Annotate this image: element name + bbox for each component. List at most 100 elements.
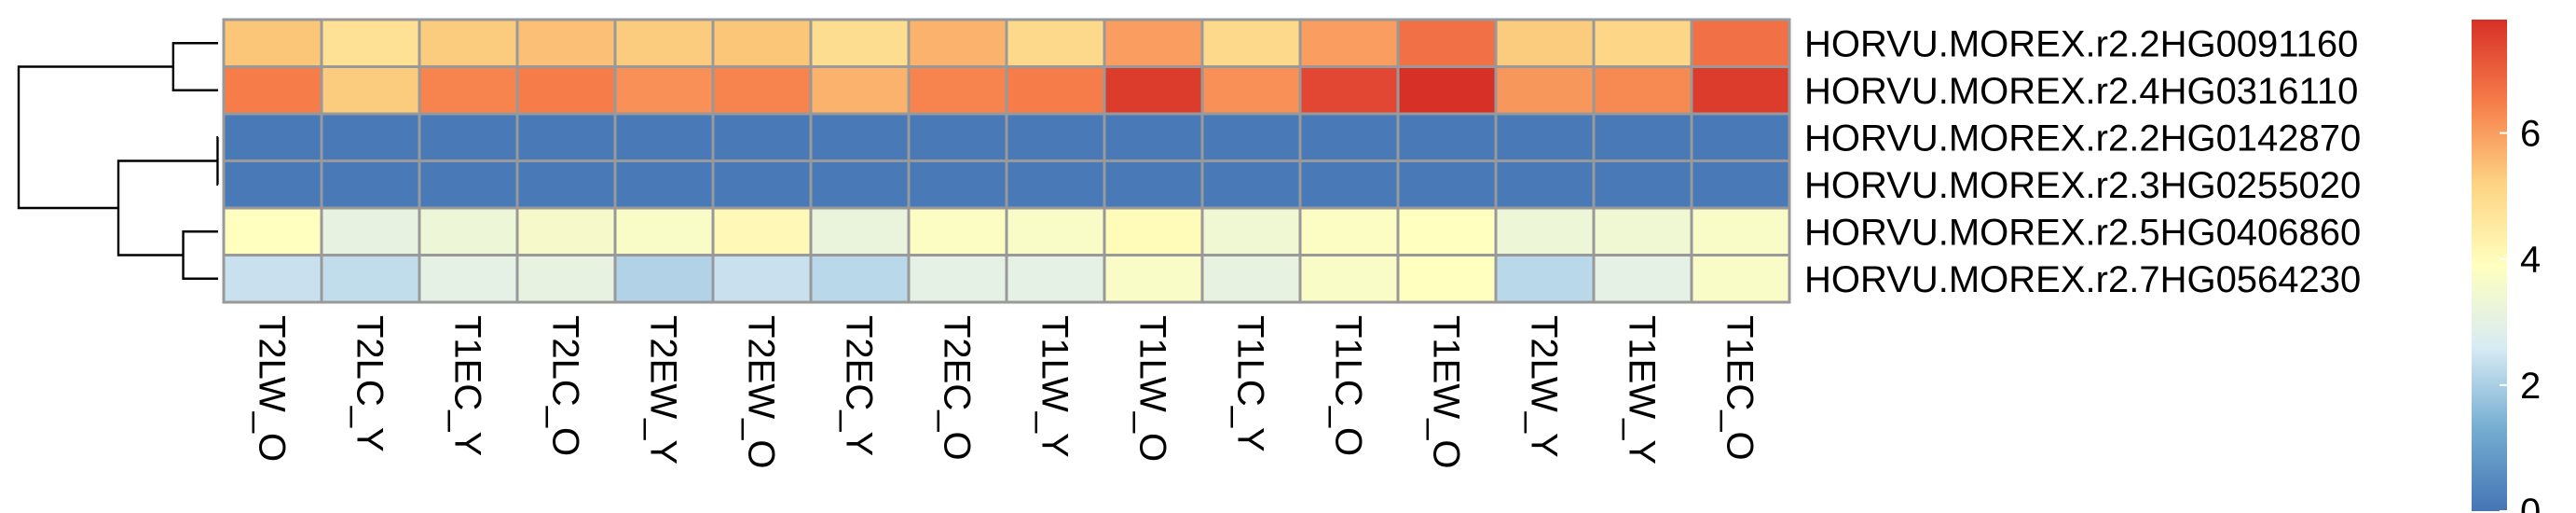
legend-tick-label: 4 xyxy=(2520,240,2541,281)
heatmap-cell xyxy=(1298,159,1400,210)
heatmap-cell xyxy=(222,18,323,68)
heatmap-cell xyxy=(809,206,911,256)
heatmap-cell xyxy=(711,112,813,162)
heatmap-cell xyxy=(711,65,813,116)
heatmap-cell xyxy=(1690,159,1791,210)
heatmap-cell xyxy=(515,206,617,256)
column-label: T2EW_Y xyxy=(643,315,684,464)
heatmap-cells xyxy=(222,18,1791,304)
heatmap-cell xyxy=(1298,254,1400,304)
heatmap-cell xyxy=(515,18,617,68)
dendrogram-branch xyxy=(171,42,218,91)
heatmap-cell xyxy=(1690,206,1791,256)
heatmap-cell xyxy=(711,206,813,256)
heatmap-cell xyxy=(1298,112,1400,162)
heatmap-cell xyxy=(1592,254,1693,304)
heatmap-cell xyxy=(1690,254,1791,304)
heatmap-cell xyxy=(1103,206,1204,256)
heatmap-cell xyxy=(515,112,617,162)
heatmap-cell xyxy=(1103,18,1204,68)
heatmap-cell xyxy=(613,206,715,256)
row-dendrogram xyxy=(17,42,219,280)
dendrogram-branch xyxy=(216,136,219,186)
heatmap-cell xyxy=(809,18,911,68)
heatmap-cell xyxy=(1396,254,1498,304)
heatmap-cell xyxy=(418,112,519,162)
legend-tick-label: 2 xyxy=(2520,366,2541,407)
column-label: T2LW_O xyxy=(252,315,293,462)
row-label: HORVU.MOREX.r2.4HG0316110 xyxy=(1804,71,2358,112)
heatmap-cell xyxy=(1592,112,1693,162)
heatmap-cell xyxy=(613,65,715,116)
heatmap-cell xyxy=(1592,206,1693,256)
heatmap-cell xyxy=(1103,112,1204,162)
legend-tick-label: 6 xyxy=(2520,114,2541,155)
heatmap-cell xyxy=(320,159,421,210)
heatmap-cell xyxy=(1396,206,1498,256)
heatmap-cell xyxy=(907,159,1008,210)
heatmap-cell xyxy=(320,18,421,68)
heatmap-cell xyxy=(418,18,519,68)
heatmap-cell xyxy=(418,159,519,210)
column-label: T2LW_Y xyxy=(1524,315,1565,458)
heatmap-cell xyxy=(1103,254,1204,304)
heatmap-cell xyxy=(320,112,421,162)
heatmap-cell xyxy=(1005,206,1106,256)
heatmap-cell xyxy=(1396,112,1498,162)
heatmap-cell xyxy=(515,159,617,210)
heatmap-cell xyxy=(711,18,813,68)
column-label: T1EW_O xyxy=(1426,315,1467,468)
heatmap-cell xyxy=(1005,65,1106,116)
column-label: T1EC_O xyxy=(1720,315,1761,461)
heatmap-cell xyxy=(1005,18,1106,68)
heatmap-cell xyxy=(613,159,715,210)
heatmap-cell xyxy=(1103,159,1204,210)
legend-tick-label: 0 xyxy=(2520,492,2541,513)
heatmap-cell xyxy=(1396,18,1498,68)
heatmap-cell xyxy=(515,254,617,304)
heatmap-cell xyxy=(907,254,1008,304)
heatmap-cell xyxy=(1494,159,1596,210)
heatmap-cell xyxy=(1494,65,1596,116)
heatmap-cell xyxy=(222,159,323,210)
column-label: T1EC_Y xyxy=(447,315,488,456)
row-labels: HORVU.MOREX.r2.2HG0091160 HORVU.MOREX.r2.… xyxy=(1804,23,2361,300)
heatmap-cell xyxy=(613,112,715,162)
heatmap-cell xyxy=(418,65,519,116)
dendrogram-branch xyxy=(182,230,218,280)
heatmap-cell xyxy=(1592,65,1693,116)
heatmap-cell xyxy=(1494,206,1596,256)
row-label: HORVU.MOREX.r2.5HG0406860 xyxy=(1804,212,2361,253)
column-label: T1LC_Y xyxy=(1230,315,1271,452)
heatmap-cell xyxy=(1005,254,1106,304)
heatmap-cell xyxy=(1592,159,1693,210)
heatmap-cell xyxy=(809,112,911,162)
heatmap-cell xyxy=(1494,254,1596,304)
heatmap-cell xyxy=(1690,112,1791,162)
row-label: HORVU.MOREX.r2.7HG0564230 xyxy=(1804,259,2361,300)
heatmap-cell xyxy=(1396,159,1498,210)
heatmap-cell xyxy=(418,206,519,256)
column-label: T2EC_O xyxy=(937,315,978,461)
column-label: T1LW_Y xyxy=(1035,315,1076,458)
heatmap-cell xyxy=(1200,206,1302,256)
heatmap-cell xyxy=(515,65,617,116)
heatmap-cell xyxy=(1200,18,1302,68)
heatmap-cell xyxy=(907,65,1008,116)
heatmap-cell xyxy=(222,254,323,304)
heatmap-cell xyxy=(711,159,813,210)
heatmap-cell xyxy=(222,65,323,116)
column-label: T1LC_O xyxy=(1328,315,1369,456)
dendrogram-branch xyxy=(17,65,173,210)
heatmap-cell xyxy=(418,254,519,304)
heatmap-cell xyxy=(1005,112,1106,162)
heatmap-cell xyxy=(1690,18,1791,68)
heatmap-cell xyxy=(907,112,1008,162)
heatmap-cell xyxy=(1690,65,1791,116)
heatmap-cell xyxy=(1592,18,1693,68)
heatmap-cell xyxy=(320,254,421,304)
color-legend: 0 2 4 6 xyxy=(2472,20,2541,513)
column-labels: T2LW_O T2LC_Y T1EC_Y T2LC_O T2EW_Y T2EW_O T2EC… xyxy=(252,315,1761,468)
heatmap-cell xyxy=(1298,206,1400,256)
